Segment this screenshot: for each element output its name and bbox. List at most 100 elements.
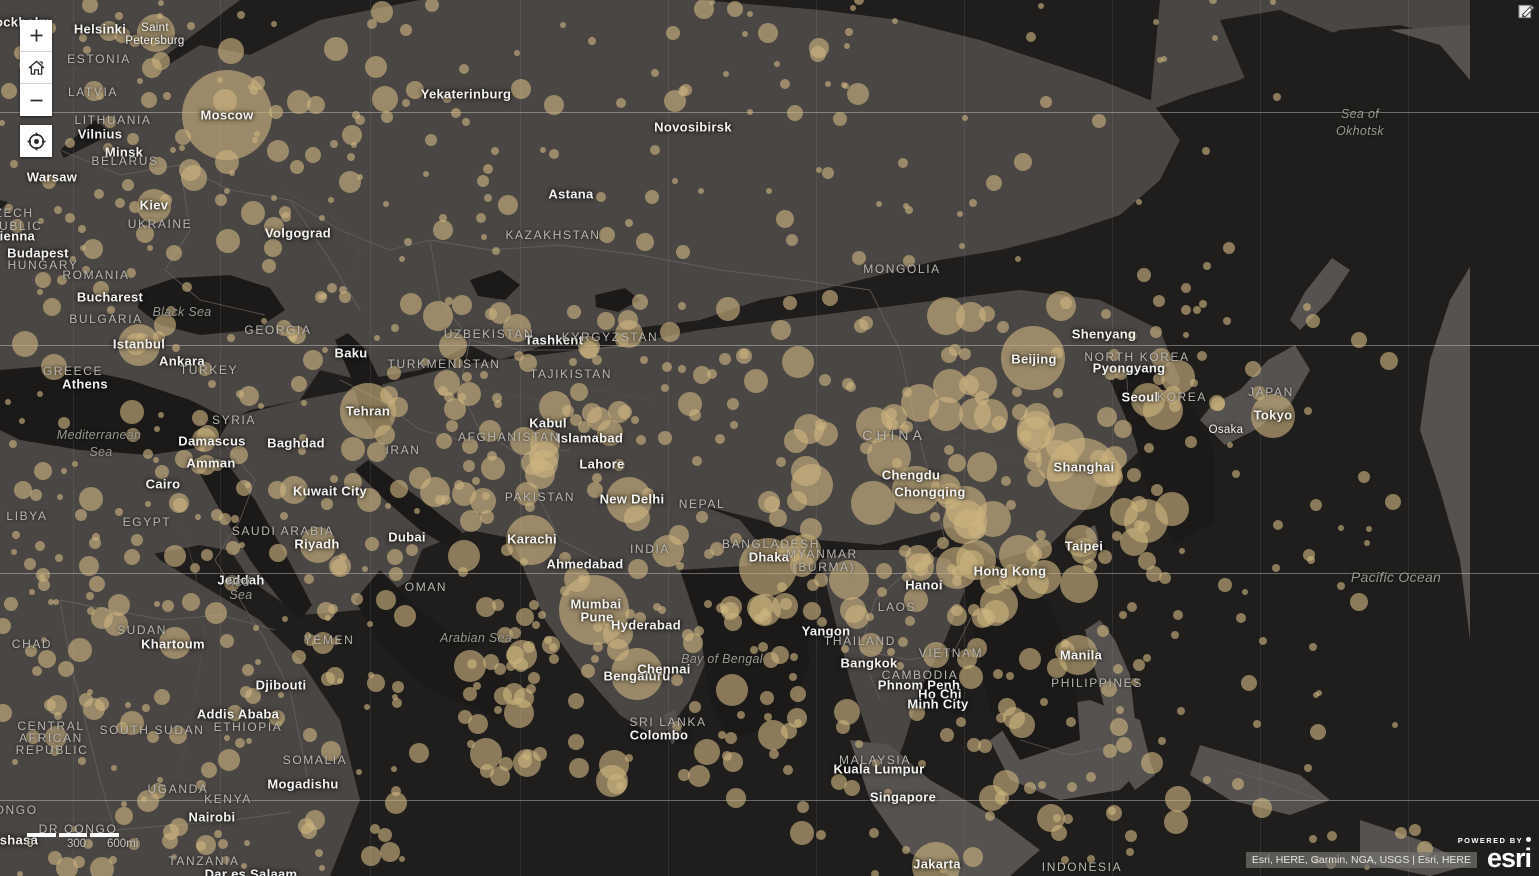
population-bubble[interactable] — [271, 21, 277, 27]
population-bubble[interactable] — [141, 92, 157, 108]
population-bubble[interactable] — [399, 256, 405, 262]
population-bubble[interactable] — [1006, 672, 1014, 680]
population-bubble[interactable] — [288, 326, 306, 344]
population-bubble[interactable] — [1116, 706, 1124, 714]
population-bubble[interactable] — [1310, 499, 1322, 511]
population-bubble[interactable] — [262, 259, 276, 273]
population-bubble[interactable] — [12, 759, 18, 765]
population-bubble[interactable] — [511, 79, 531, 99]
population-bubble[interactable] — [1252, 798, 1272, 818]
population-bubble[interactable] — [1127, 602, 1137, 612]
population-bubble[interactable] — [169, 493, 189, 513]
population-bubble[interactable] — [844, 780, 860, 796]
population-bubble[interactable] — [747, 109, 753, 115]
population-bubble[interactable] — [986, 175, 1002, 191]
population-bubble[interactable] — [816, 830, 826, 840]
population-bubble[interactable] — [887, 648, 895, 656]
population-bubble[interactable] — [387, 366, 401, 380]
population-bubble[interactable] — [476, 597, 496, 617]
population-bubble[interactable] — [439, 332, 467, 360]
population-bubble[interactable] — [381, 111, 393, 123]
population-bubble[interactable] — [688, 765, 710, 787]
population-bubble[interactable] — [282, 616, 288, 622]
population-bubble[interactable] — [80, 245, 86, 251]
population-bubble[interactable] — [9, 440, 17, 448]
population-bubble[interactable] — [347, 153, 355, 161]
population-bubble[interactable] — [38, 218, 44, 224]
population-bubble[interactable] — [1027, 448, 1041, 462]
population-bubble[interactable] — [196, 780, 206, 790]
population-bubble[interactable] — [179, 145, 185, 151]
population-bubble[interactable] — [330, 140, 338, 148]
population-bubble[interactable] — [137, 78, 143, 84]
population-bubble[interactable] — [191, 458, 207, 474]
population-bubble[interactable] — [742, 31, 748, 37]
zoom-in-button[interactable] — [20, 20, 52, 52]
population-bubble[interactable] — [1083, 559, 1097, 573]
population-bubble[interactable] — [664, 90, 686, 112]
population-bubble[interactable] — [1157, 57, 1163, 63]
population-bubble[interactable] — [68, 638, 92, 662]
population-bubble[interactable] — [208, 380, 216, 388]
population-bubble[interactable] — [220, 634, 234, 648]
population-bubble[interactable] — [389, 567, 403, 581]
population-bubble[interactable] — [58, 417, 70, 429]
population-bubble[interactable] — [658, 431, 672, 445]
population-bubble[interactable] — [727, 1, 743, 17]
population-bubble[interactable] — [776, 457, 786, 467]
population-bubble[interactable] — [391, 766, 397, 772]
population-bubble[interactable] — [315, 291, 327, 303]
population-bubble[interactable] — [90, 857, 114, 876]
population-bubble[interactable] — [720, 596, 742, 618]
population-bubble[interactable] — [154, 689, 170, 705]
population-bubble[interactable] — [319, 865, 325, 871]
population-bubble[interactable] — [253, 625, 259, 631]
population-bubble[interactable] — [42, 175, 56, 189]
population-bubble[interactable] — [1179, 548, 1185, 554]
population-bubble[interactable] — [216, 229, 240, 253]
population-bubble[interactable] — [497, 627, 513, 643]
population-bubble[interactable] — [385, 792, 407, 814]
population-bubble[interactable] — [676, 245, 690, 259]
population-bubble[interactable] — [1193, 306, 1201, 314]
population-bubble[interactable] — [1032, 539, 1052, 559]
population-bubble[interactable] — [1061, 856, 1069, 864]
population-bubble[interactable] — [930, 512, 940, 522]
population-bubble[interactable] — [696, 511, 708, 523]
population-bubble[interactable] — [301, 400, 307, 406]
population-bubble[interactable] — [892, 18, 898, 24]
population-bubble[interactable] — [214, 830, 222, 838]
population-bubble[interactable] — [854, 0, 864, 5]
population-bubble[interactable] — [766, 188, 772, 194]
population-bubble[interactable] — [65, 213, 75, 223]
population-bubble[interactable] — [758, 491, 780, 513]
population-bubble[interactable] — [817, 617, 827, 627]
population-bubble[interactable] — [367, 621, 373, 627]
population-bubble[interactable] — [473, 682, 481, 690]
population-bubble[interactable] — [444, 398, 466, 420]
population-bubble[interactable] — [1144, 443, 1154, 453]
population-bubble[interactable] — [632, 294, 648, 310]
population-bubble[interactable] — [1316, 690, 1322, 696]
population-bubble[interactable] — [707, 369, 717, 379]
population-bubble[interactable] — [569, 358, 577, 366]
population-bubble[interactable] — [689, 701, 701, 713]
population-bubble[interactable] — [351, 142, 357, 148]
population-bubble[interactable] — [1366, 526, 1372, 532]
population-bubble[interactable] — [255, 659, 261, 665]
population-bubble[interactable] — [974, 399, 1008, 433]
population-bubble[interactable] — [1338, 525, 1344, 531]
population-bubble[interactable] — [425, 0, 439, 12]
population-bubble[interactable] — [846, 382, 856, 392]
population-bubble[interactable] — [433, 220, 453, 240]
population-bubble[interactable] — [470, 488, 496, 514]
population-bubble[interactable] — [364, 704, 370, 710]
population-bubble[interactable] — [1303, 303, 1311, 311]
population-bubble-bengaluru[interactable] — [611, 648, 663, 700]
population-bubble[interactable] — [845, 605, 869, 629]
population-bubble[interactable] — [1001, 476, 1011, 486]
population-bubble[interactable] — [1108, 349, 1120, 361]
population-bubble[interactable] — [789, 673, 797, 681]
population-bubble[interactable] — [483, 654, 499, 670]
population-bubble[interactable] — [149, 157, 167, 175]
